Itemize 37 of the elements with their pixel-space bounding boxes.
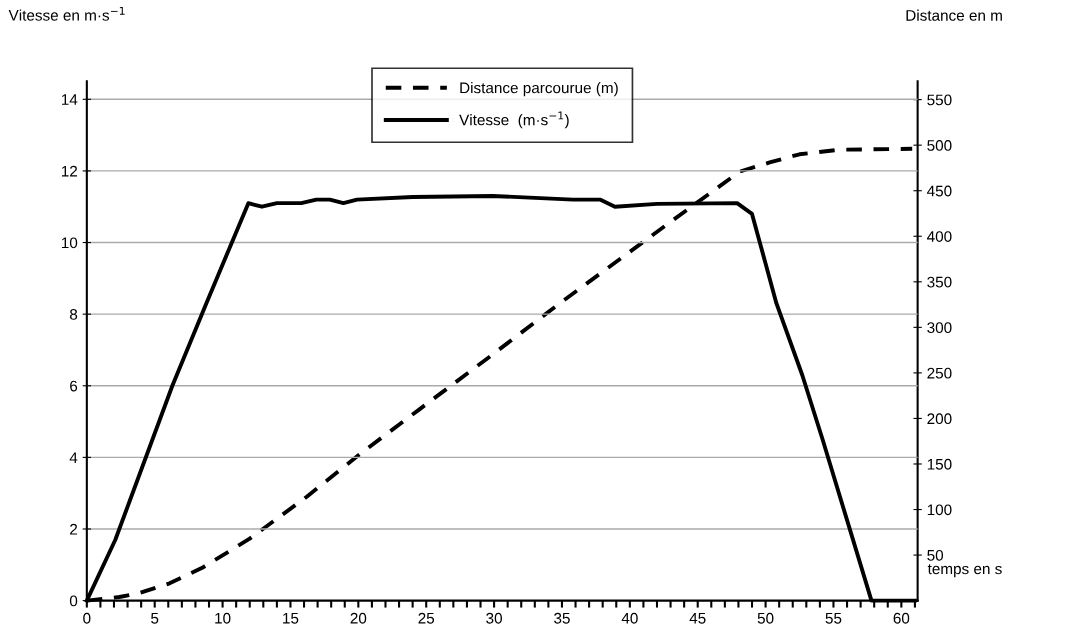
x-tick-label: 35 — [554, 612, 570, 624]
y-tick-label: 12 — [61, 165, 78, 177]
x-tick-label: 30 — [486, 612, 502, 624]
x-tick-label: 60 — [893, 612, 910, 624]
y-tick-label: 2 — [70, 523, 78, 535]
y-tick-label: 4 — [69, 452, 78, 463]
y2-tick-label: 450 — [927, 185, 952, 197]
x-tick-label: 40 — [621, 612, 638, 624]
x-tick-label: 5 — [151, 612, 159, 624]
x-tick-label: 45 — [689, 612, 706, 624]
y2-tick-label: 250 — [927, 367, 952, 379]
y-tick-label: 6 — [70, 380, 78, 392]
x-tick-label: 10 — [215, 612, 231, 624]
y2-tick-label: 150 — [927, 458, 952, 470]
legend-label: Vitesse (m·s$^{−1}$) — [459, 111, 569, 129]
y2-tick-label: 100 — [927, 504, 952, 516]
x-tick-label: 20 — [350, 612, 367, 624]
y2-tick-label: 300 — [927, 322, 952, 334]
x-tick-label: 55 — [825, 612, 842, 624]
y2-axis-title: Distance en m — [906, 9, 1002, 21]
y2-tick-label: 500 — [927, 140, 952, 151]
legend-label: Distance parcourue (m) — [460, 82, 618, 97]
y2-tick-label: 400 — [927, 231, 952, 242]
y2-tick-label: 350 — [927, 276, 952, 288]
x-tick-label: 15 — [283, 612, 299, 624]
y2-tick-label: 200 — [927, 413, 952, 425]
y-axis-title: Vitesse en m·s$^{−1}$ — [8, 6, 125, 21]
x-axis-title: temps en s — [927, 564, 1002, 578]
y2-tick-label: 50 — [927, 549, 944, 561]
x-tick-label: 25 — [418, 612, 435, 624]
x-tick-label: 50 — [757, 612, 774, 624]
x-tick-label: 0 — [83, 612, 91, 624]
y2-tick-label: 550 — [927, 94, 952, 106]
y-tick-label: 8 — [69, 309, 78, 320]
y-tick-label: 0 — [69, 595, 78, 607]
y-tick-label: 14 — [61, 94, 78, 105]
y-tick-label: 10 — [61, 237, 78, 249]
